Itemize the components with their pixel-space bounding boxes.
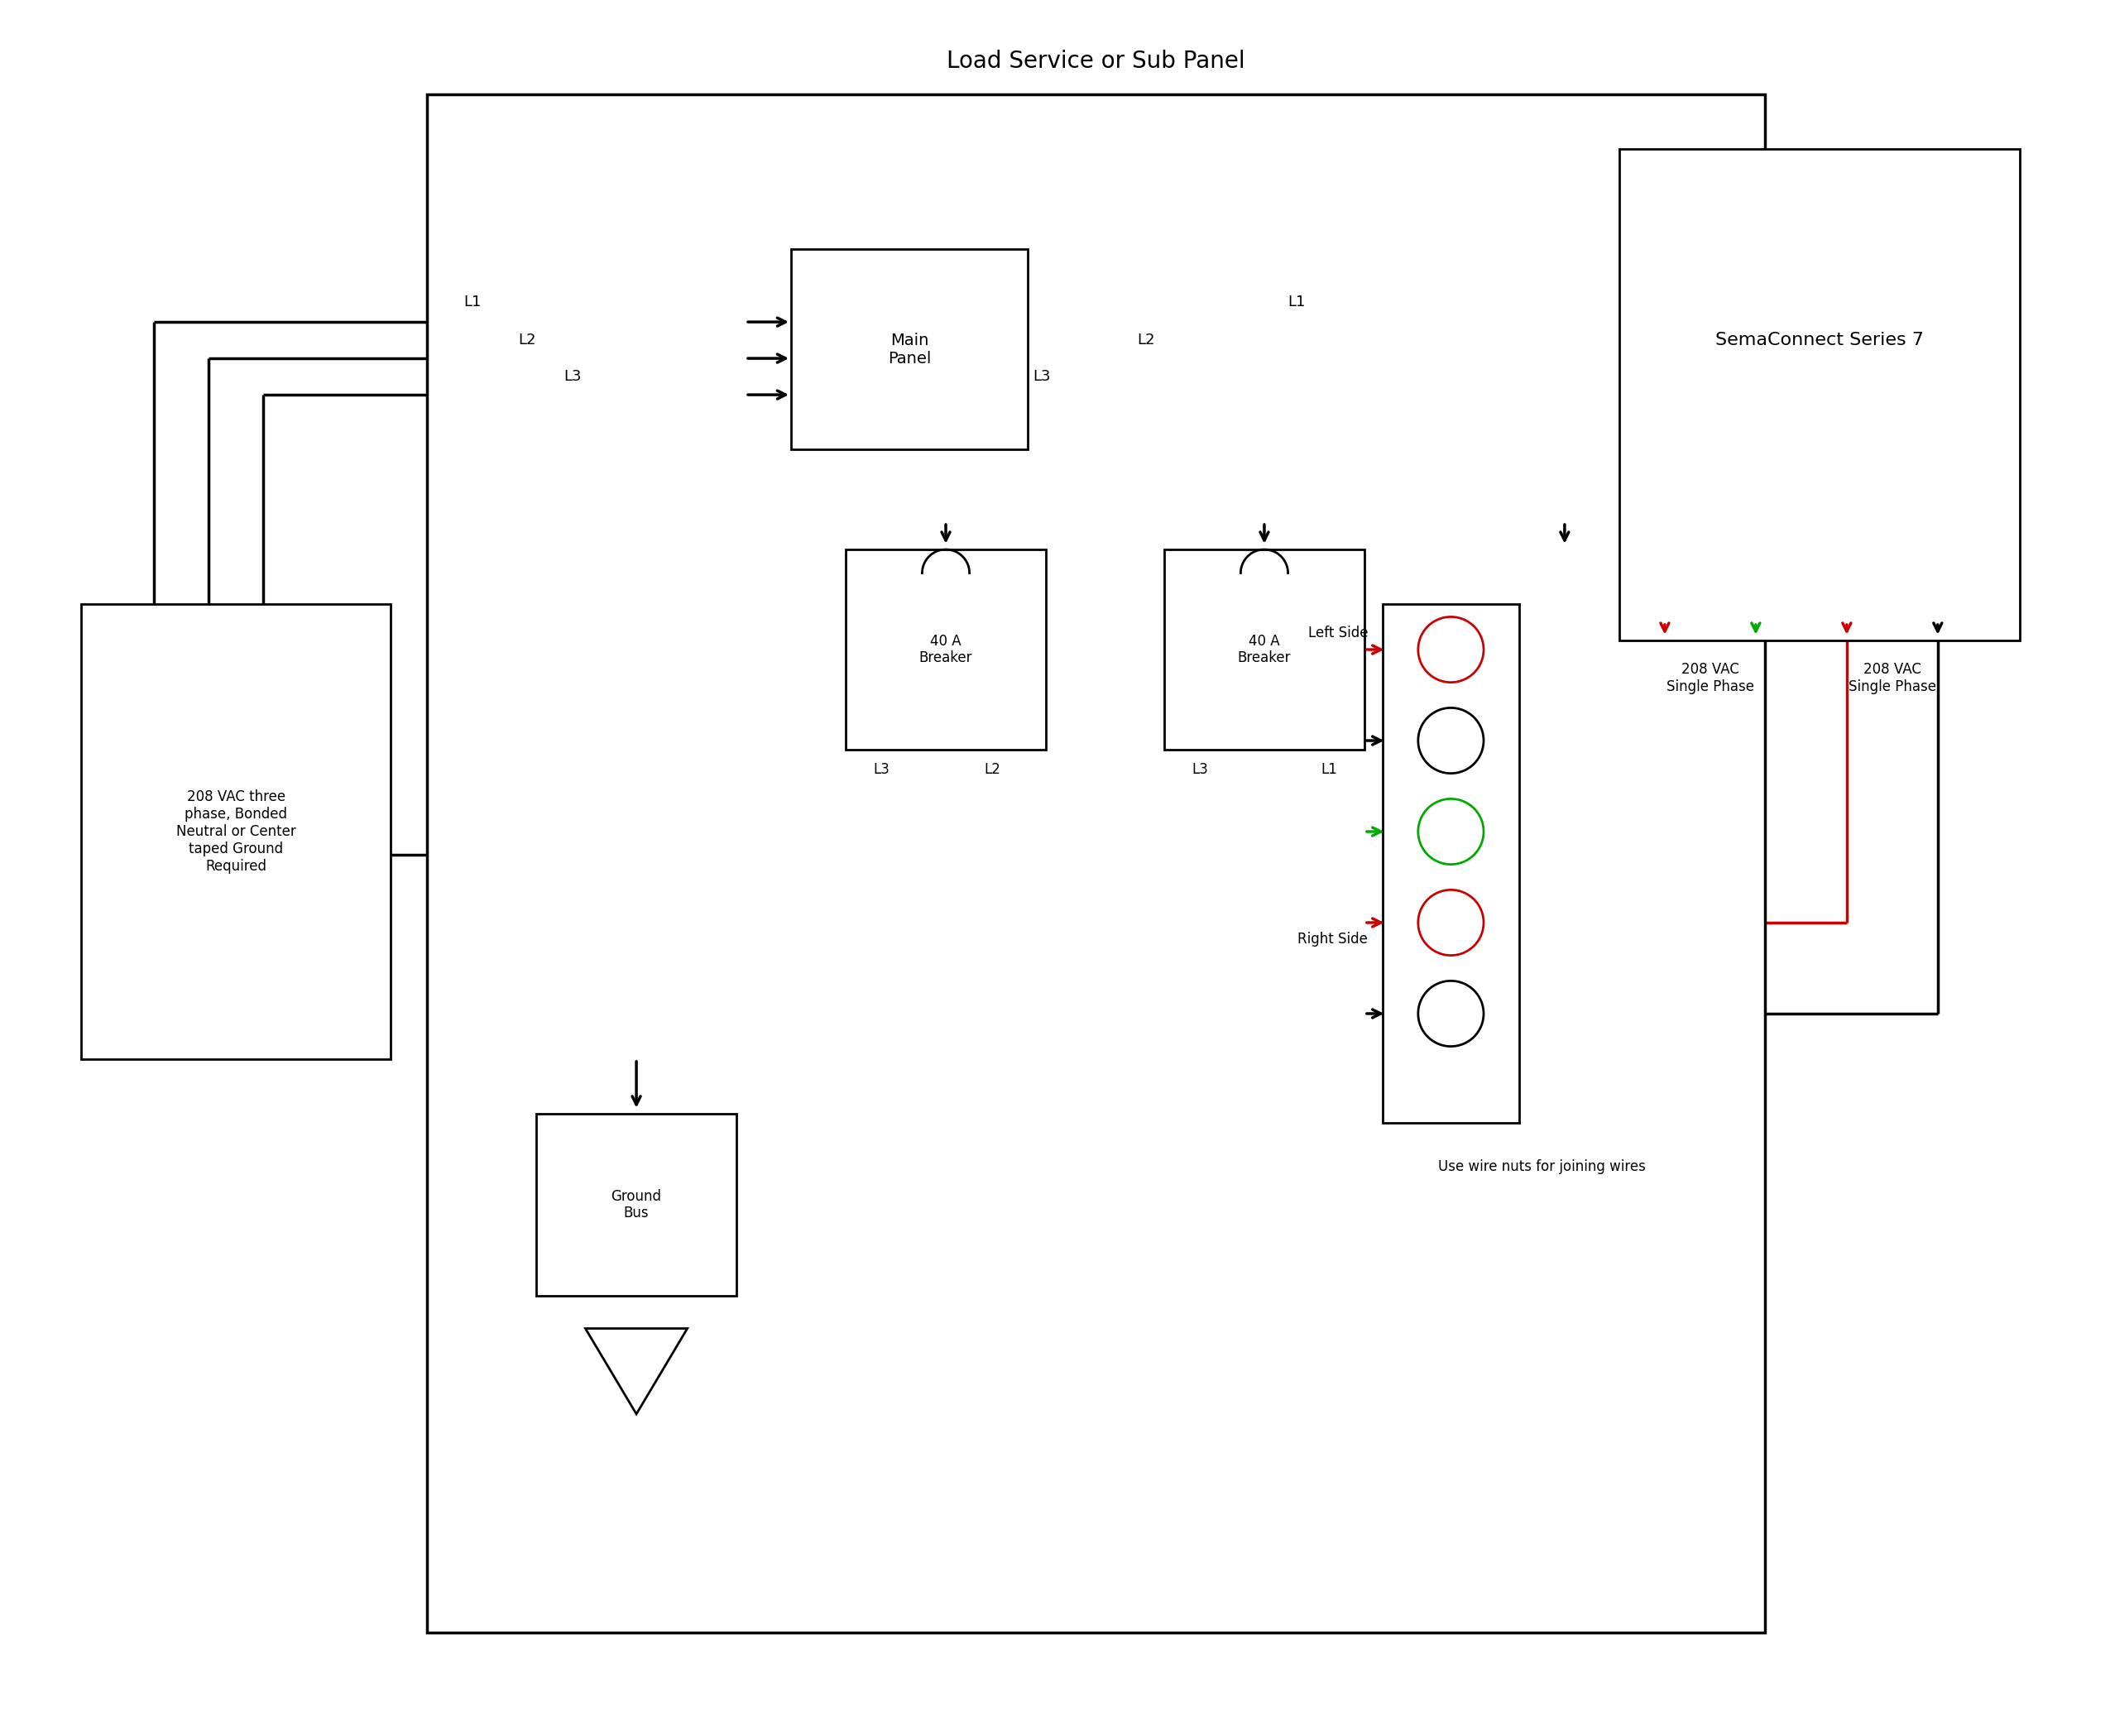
Text: L2: L2 [1137, 333, 1154, 347]
Bar [82, 604, 390, 1059]
Bar [846, 550, 1047, 750]
Text: L2: L2 [519, 333, 536, 347]
Text: Load Service or Sub Panel: Load Service or Sub Panel [947, 49, 1245, 73]
Text: 208 VAC
Single Phase: 208 VAC Single Phase [1667, 663, 1753, 694]
Text: L1: L1 [464, 295, 481, 309]
Text: SemaConnect Series 7: SemaConnect Series 7 [1715, 332, 1924, 349]
Bar [1618, 149, 2019, 641]
Bar [791, 250, 1028, 450]
Text: 40 A
Breaker: 40 A Breaker [920, 634, 973, 665]
Text: Use wire nuts for joining wires: Use wire nuts for joining wires [1439, 1160, 1646, 1174]
Text: L2: L2 [983, 762, 1000, 778]
Text: Right Side: Right Side [1298, 932, 1367, 946]
Text: L3: L3 [1032, 370, 1051, 384]
Text: L3: L3 [874, 762, 890, 778]
Text: L3: L3 [1192, 762, 1207, 778]
Text: 208 VAC
Single Phase: 208 VAC Single Phase [1848, 663, 1937, 694]
Bar [1165, 550, 1365, 750]
Text: Main
Panel: Main Panel [888, 332, 931, 366]
Text: Ground
Bus: Ground Bus [612, 1189, 663, 1220]
Text: 208 VAC three
phase, Bonded
Neutral or Center
taped Ground
Required: 208 VAC three phase, Bonded Neutral or C… [175, 790, 295, 873]
Text: L3: L3 [563, 370, 582, 384]
Text: L1: L1 [1321, 762, 1338, 778]
Text: 40 A
Breaker: 40 A Breaker [1239, 634, 1291, 665]
Bar [536, 1115, 736, 1295]
Text: L1: L1 [1287, 295, 1304, 309]
Bar [426, 94, 1764, 1632]
Text: Left Side: Left Side [1308, 625, 1367, 641]
Bar [1382, 604, 1519, 1123]
